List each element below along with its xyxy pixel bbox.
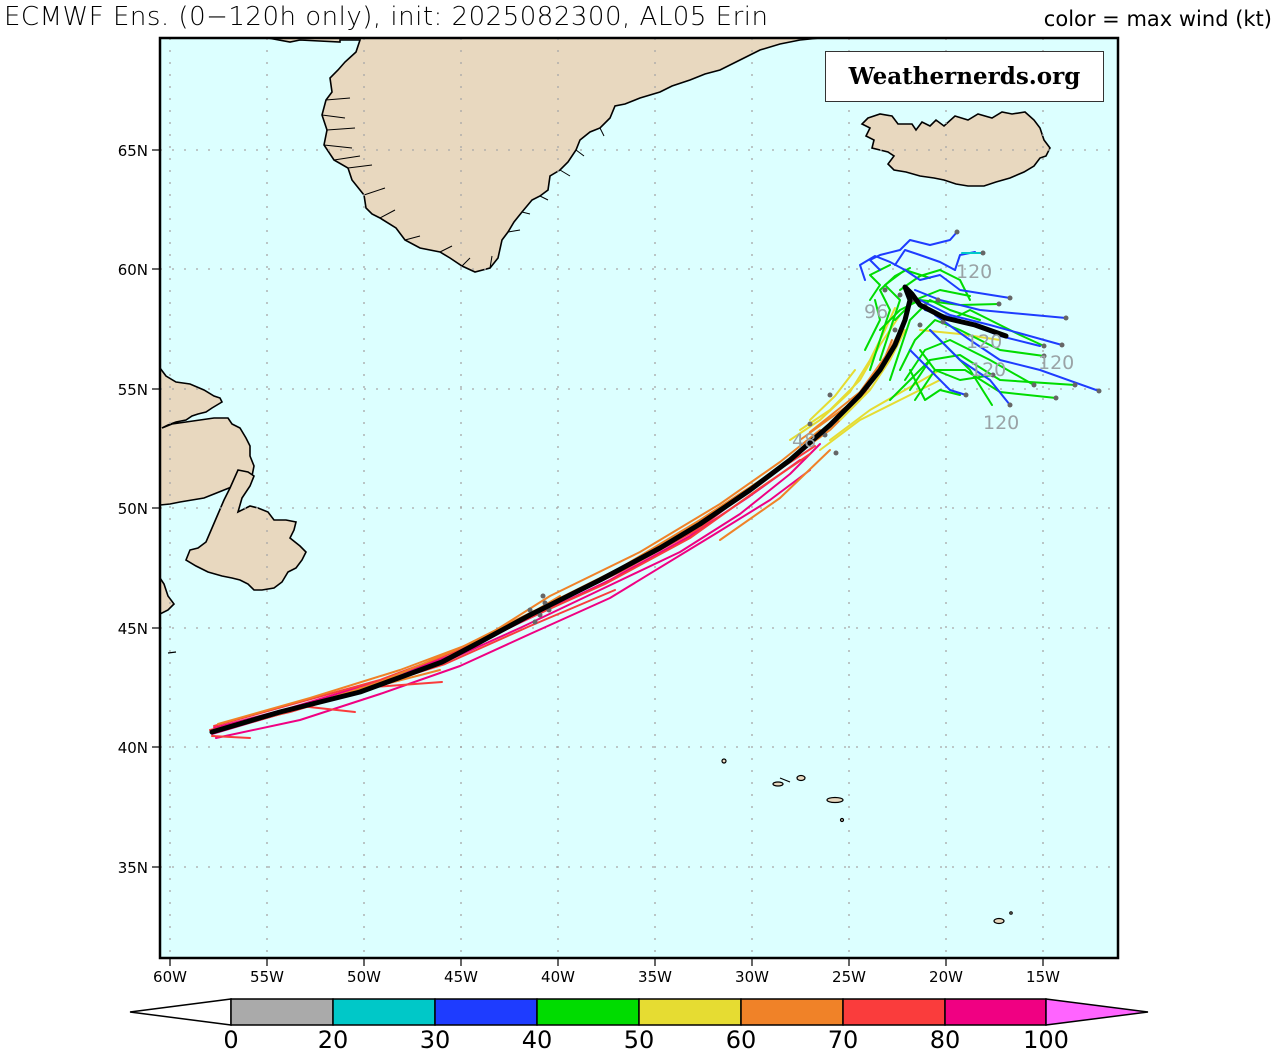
colorbar-label-80: 80 [929, 1026, 961, 1054]
svg-text:48: 48 [792, 430, 816, 452]
svg-text:120: 120 [1038, 352, 1074, 374]
svg-text:40N: 40N [118, 739, 148, 757]
svg-text:55W: 55W [250, 968, 284, 986]
svg-text:15W: 15W [1026, 968, 1060, 986]
colorbar-label-50: 50 [623, 1026, 655, 1054]
svg-text:120: 120 [983, 412, 1019, 434]
nova-scotia-land [160, 576, 176, 615]
latitude-labels: 65N 60N 55N 50N 45N 40N 35N [118, 142, 148, 877]
svg-text:35W: 35W [638, 968, 672, 986]
colorbar-label-0: 0 [223, 1026, 239, 1054]
ocean [160, 38, 1118, 958]
newfoundland-land [185, 469, 307, 591]
svg-text:120: 120 [970, 359, 1006, 381]
iceland-land [860, 111, 1051, 187]
azores-islands [721, 758, 845, 823]
colorbar-bin-0-20 [230, 998, 334, 1026]
svg-text:65N: 65N [118, 142, 148, 160]
colorbar-bin-30-40 [434, 998, 538, 1026]
labrador-land [160, 366, 255, 506]
svg-text:120: 120 [956, 261, 992, 283]
svg-text:55N: 55N [118, 381, 148, 399]
svg-text:50W: 50W [347, 968, 381, 986]
svg-text:120: 120 [966, 331, 1002, 353]
svg-text:45N: 45N [118, 620, 148, 638]
colorbar-bin-80-100 [944, 998, 1047, 1026]
greenland-fjords [321, 97, 605, 269]
colorbar-label-40: 40 [521, 1026, 553, 1054]
colorbar-bin-20-30 [332, 998, 436, 1026]
ensemble-mean-track [209, 284, 1009, 735]
latitude-axis [152, 149, 160, 868]
svg-text:96: 96 [864, 301, 888, 323]
chart-title: ECMWF Ens. (0−120h only), init: 20250823… [4, 2, 769, 32]
sable-island [167, 651, 177, 654]
colorbar-bin-40-50 [536, 998, 640, 1026]
greenland-land [267, 38, 821, 273]
svg-text:40W: 40W [541, 968, 575, 986]
svg-text:35N: 35N [118, 859, 148, 877]
svg-text:60N: 60N [118, 261, 148, 279]
madeira-islands [993, 911, 1013, 925]
colorbar-under-arrow [129, 998, 232, 1026]
longitude-axis [169, 958, 1044, 966]
colorbar-label-100: 100 [1023, 1026, 1069, 1054]
colorbar-bin-60-70 [740, 998, 844, 1026]
colorbar [129, 998, 1149, 1026]
watermark-logo: Weathernerds.org [825, 51, 1104, 102]
longitude-labels: 60W 55W 50W 45W 40W 35W 30W 25W 20W 15W [153, 968, 1060, 986]
colorbar-label-70: 70 [827, 1026, 859, 1054]
colorbar-label-60: 60 [725, 1026, 757, 1054]
forecast-hour-labels: 120 120 120 120 120 96 48 [792, 261, 1074, 452]
svg-text:50N: 50N [118, 500, 148, 518]
colorbar-bin-50-60 [638, 998, 742, 1026]
svg-text:60W: 60W [153, 968, 187, 986]
map-frame [158, 36, 1120, 960]
svg-text:45W: 45W [444, 968, 478, 986]
colorbar-bin-70-80 [842, 998, 946, 1026]
svg-text:25W: 25W [832, 968, 866, 986]
legend-caption: color = max wind (kt) [1043, 7, 1272, 31]
svg-text:30W: 30W [735, 968, 769, 986]
colorbar-label-20: 20 [317, 1026, 349, 1054]
svg-text:20W: 20W [929, 968, 963, 986]
colorbar-label-30: 30 [419, 1026, 451, 1054]
colorbar-over-arrow [1045, 998, 1149, 1026]
